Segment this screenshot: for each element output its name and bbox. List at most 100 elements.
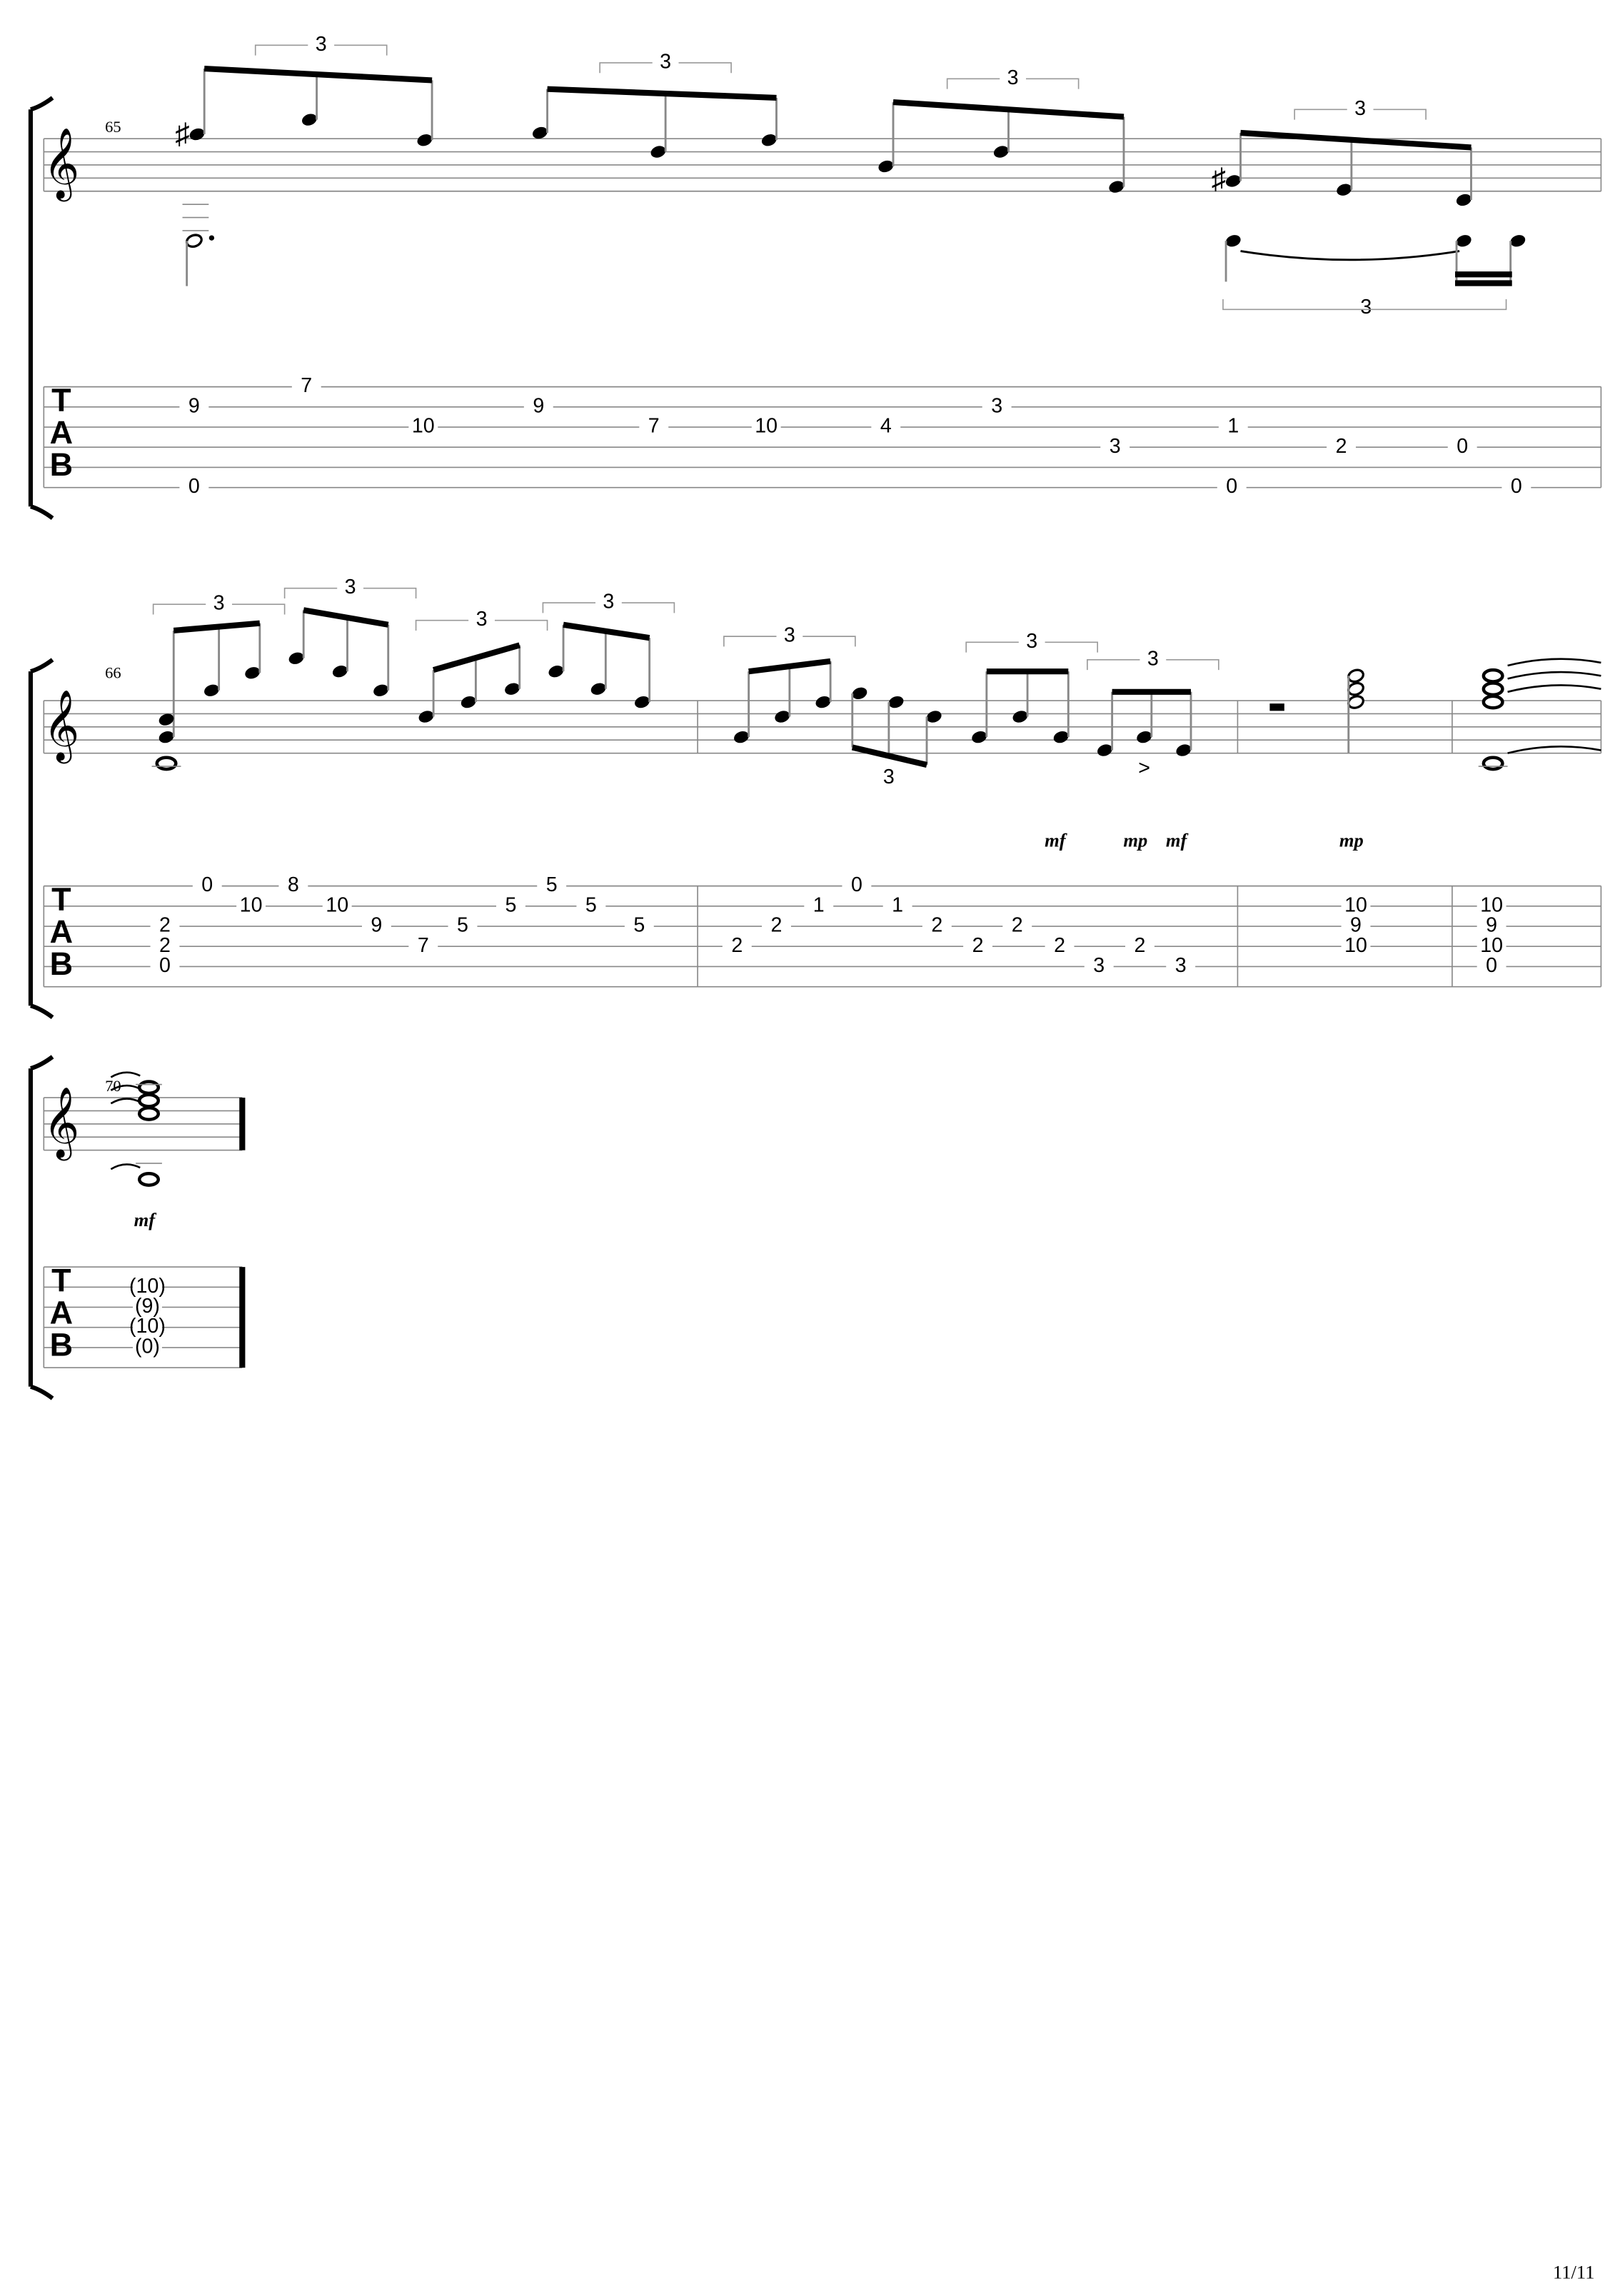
tab-number: 4 — [880, 415, 892, 438]
notehead — [775, 711, 790, 723]
tab-number: 2 — [1336, 435, 1347, 458]
tuplet-number: 3 — [213, 592, 225, 615]
tab-number: (10) — [129, 1275, 166, 1298]
notehead — [159, 713, 174, 726]
notehead — [332, 666, 348, 678]
tab-number: 2 — [1134, 934, 1146, 957]
tab-clef-letter: B — [50, 1326, 73, 1363]
notehead — [1456, 194, 1471, 206]
whole-note — [1481, 668, 1504, 683]
tab-number-bg — [150, 917, 180, 936]
sharp: ♯ — [175, 117, 189, 150]
tab-number-bg — [150, 958, 180, 976]
tab-number-bg — [982, 398, 1012, 416]
notehead — [1137, 731, 1152, 743]
tab-number: 0 — [201, 873, 213, 896]
tab-number-bg — [291, 378, 321, 396]
whole-note — [137, 1106, 161, 1121]
notehead — [1097, 744, 1112, 756]
tuplet-number: 3 — [660, 50, 671, 73]
tab-number: 2 — [931, 914, 942, 937]
tab-number: 1 — [813, 893, 825, 916]
tab-number: 9 — [1486, 914, 1497, 937]
tie — [110, 1098, 141, 1105]
tab-number-bg — [1217, 478, 1247, 496]
tab-number: 3 — [1110, 435, 1121, 458]
tab-number: 10 — [755, 415, 778, 438]
measure-number: 70 — [105, 1077, 121, 1095]
tie — [110, 1163, 141, 1170]
notehead — [1053, 731, 1069, 743]
tab-number: 10 — [1344, 934, 1367, 957]
notehead — [1012, 711, 1028, 723]
tab-number: 1 — [892, 893, 903, 916]
system-bracket — [28, 658, 54, 1020]
dynamic: mf — [1045, 829, 1068, 851]
tab-number: 2 — [1054, 934, 1065, 957]
tab-number-bg — [1341, 917, 1371, 936]
tab-number: 0 — [1511, 475, 1522, 498]
notehead — [461, 696, 476, 708]
tab-number-bg — [842, 877, 872, 895]
tab-number-bg — [871, 418, 901, 436]
treble-clef: 𝄞 — [43, 129, 79, 202]
tab-number-bg — [722, 937, 752, 956]
whole-note — [155, 756, 178, 771]
tab-clef-letter: T — [51, 382, 71, 418]
tab-number: 1 — [1227, 415, 1239, 438]
tab-number-bg — [133, 1318, 162, 1336]
tab-number-bg — [523, 398, 553, 416]
tab-number-bg — [311, 34, 332, 57]
tab-number: (0) — [135, 1335, 160, 1358]
tab-number-bg — [133, 1278, 162, 1296]
tab-number: 7 — [648, 415, 660, 438]
tab-number-bg — [1100, 438, 1130, 456]
tuplet-number: 3 — [1354, 97, 1366, 120]
notehead — [734, 731, 749, 743]
tab-number-bg — [1476, 937, 1506, 956]
tab-number-bg — [1166, 958, 1196, 976]
notehead — [1109, 181, 1125, 193]
tab-number-bg — [1045, 937, 1075, 956]
tab-number-bg — [779, 624, 800, 648]
tab-number: 5 — [585, 893, 597, 916]
treble-clef: 𝄞 — [43, 1088, 79, 1161]
tab-number-bg — [1341, 897, 1371, 916]
beam — [892, 99, 1125, 120]
whole-note — [1481, 756, 1504, 771]
beam — [203, 65, 433, 84]
tab-clef-letter: A — [50, 414, 73, 451]
beam — [748, 658, 831, 675]
tuplet-number: 3 — [1026, 630, 1037, 653]
notehead — [650, 146, 666, 158]
tab-number-bg — [408, 937, 438, 956]
tab-number-bg — [1476, 897, 1506, 916]
tab-number: 7 — [418, 934, 429, 957]
notehead — [761, 134, 777, 146]
tab-number-bg — [882, 897, 912, 916]
notehead — [418, 711, 434, 723]
dynamic: mp — [1339, 829, 1364, 851]
tie — [1507, 745, 1601, 754]
tab-number: (10) — [129, 1315, 166, 1338]
tab-number: 10 — [1344, 893, 1367, 916]
tab-number-bg — [1476, 958, 1506, 976]
tab-number-bg — [340, 576, 361, 601]
notehead — [1176, 744, 1192, 756]
whole-note — [137, 1080, 161, 1096]
tab-number: 0 — [1457, 435, 1468, 458]
tab-number-bg — [804, 897, 834, 916]
tab-number-bg — [598, 591, 619, 615]
tab-number: 10 — [326, 893, 348, 916]
treble-clef: 𝄞 — [43, 691, 79, 764]
tab-number: 2 — [731, 934, 743, 957]
notehead — [926, 711, 942, 723]
tuplet-bracket — [599, 62, 732, 74]
tab-number: 5 — [546, 873, 558, 896]
notehead — [1456, 235, 1471, 247]
system-bracket — [28, 1055, 54, 1400]
notehead — [1225, 235, 1241, 247]
tab-number: 0 — [1486, 954, 1497, 977]
tab-clef-letter: T — [51, 881, 71, 918]
tab-number: 2 — [972, 934, 984, 957]
